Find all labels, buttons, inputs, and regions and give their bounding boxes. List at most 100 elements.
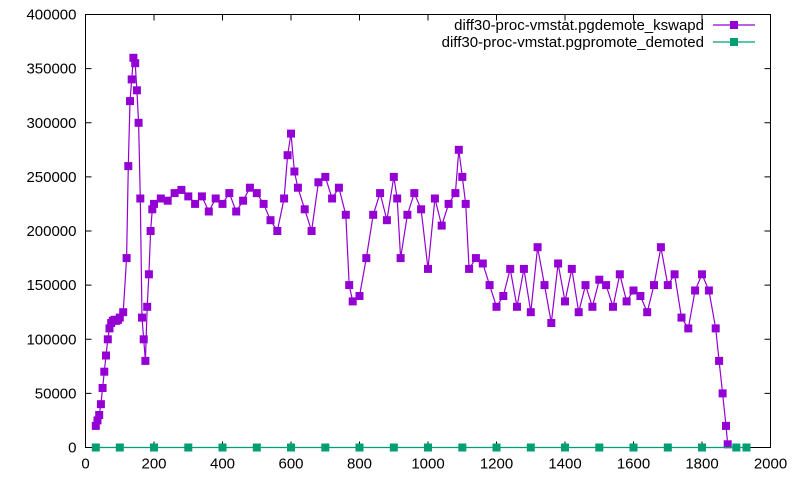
data-point — [629, 443, 638, 452]
legend: diff30-proc-vmstat.pgdemote_kswapddiff30… — [442, 17, 755, 51]
data-point — [150, 199, 158, 208]
y-axis-ticks: 0 50000 100000 150000 200000 250000 300000 3500… — [26, 7, 771, 457]
data-point — [138, 313, 146, 322]
data-point — [581, 281, 590, 290]
data-point — [280, 194, 289, 203]
data-point — [663, 281, 672, 290]
data-point — [430, 194, 439, 203]
data-point — [100, 367, 109, 376]
series-pgdemote-kswapd — [91, 53, 732, 449]
legend-label: diff30-proc-vmstat.pgpromote_demoted — [442, 34, 704, 51]
data-point — [704, 286, 713, 295]
data-point — [300, 205, 309, 214]
data-point — [144, 270, 153, 279]
data-point — [663, 443, 672, 452]
data-point — [156, 194, 165, 203]
data-point — [595, 443, 604, 452]
y-tick-label: 200000 — [26, 223, 76, 240]
data-point — [321, 172, 330, 181]
y-tick-label: 100000 — [26, 331, 76, 348]
data-point — [574, 308, 583, 317]
data-point — [461, 199, 470, 208]
legend-swatch-marker — [730, 21, 738, 29]
data-point — [650, 281, 658, 290]
data-point — [91, 443, 100, 452]
data-point — [595, 275, 604, 284]
data-point — [348, 297, 357, 306]
data-point — [146, 227, 155, 235]
data-point — [126, 97, 134, 106]
legend-label: diff30-proc-vmstat.pgdemote_kswapd — [454, 17, 704, 34]
data-point — [698, 270, 706, 279]
data-point — [102, 351, 110, 360]
data-point — [355, 292, 364, 300]
data-point — [718, 389, 727, 398]
data-point — [136, 194, 145, 203]
data-point — [252, 443, 261, 452]
data-point — [225, 189, 234, 198]
data-point — [211, 194, 220, 203]
data-point — [129, 53, 138, 62]
data-point — [131, 59, 140, 68]
y-tick-label: 300000 — [26, 115, 76, 132]
y-tick-label: 250000 — [26, 169, 76, 186]
data-point — [362, 254, 371, 263]
series-pgpromote-demoted — [91, 443, 751, 452]
data-point — [259, 199, 268, 208]
data-point — [458, 172, 467, 181]
x-tick-label: 600 — [278, 456, 303, 473]
data-point — [451, 189, 460, 198]
x-axis-ticks: 0 200 400 600 800 1000 1200 1400 1600 1800 2000 — [81, 14, 787, 473]
data-point — [293, 183, 302, 192]
data-point — [567, 264, 576, 273]
x-tick-label: 1200 — [480, 456, 513, 473]
data-point — [393, 194, 402, 203]
data-point — [684, 324, 693, 333]
data-point — [283, 151, 292, 160]
data-point — [622, 297, 631, 306]
data-point — [163, 196, 172, 205]
y-tick-label: 0 — [68, 440, 76, 457]
series-line — [95, 57, 729, 445]
data-point — [526, 308, 535, 317]
data-point — [307, 227, 316, 235]
data-point — [139, 335, 148, 344]
data-point — [465, 264, 474, 273]
data-point — [424, 443, 432, 452]
x-tick-label: 1600 — [617, 456, 650, 473]
data-point — [742, 443, 751, 452]
data-point — [103, 335, 112, 344]
data-point — [396, 254, 405, 263]
data-point — [95, 411, 104, 419]
data-point — [403, 210, 412, 219]
data-point — [132, 86, 141, 95]
data-point — [376, 189, 385, 198]
data-point — [141, 356, 150, 365]
data-point — [290, 167, 299, 176]
data-point — [636, 292, 645, 300]
data-point — [239, 196, 248, 205]
data-point — [266, 216, 275, 225]
data-point — [519, 264, 528, 273]
data-point — [670, 270, 679, 279]
data-point — [321, 443, 330, 452]
data-point — [424, 264, 432, 273]
data-point — [389, 443, 398, 452]
data-point — [341, 210, 350, 219]
data-point — [643, 308, 652, 317]
data-point — [287, 443, 295, 452]
data-point — [150, 443, 158, 452]
y-tick-label: 400000 — [26, 7, 76, 24]
data-point — [334, 183, 343, 192]
data-point — [471, 254, 480, 263]
data-point — [184, 192, 193, 201]
data-point — [732, 443, 741, 452]
data-point — [492, 302, 501, 311]
data-point — [91, 421, 100, 430]
data-point — [417, 205, 426, 214]
data-point — [711, 324, 720, 333]
data-point — [369, 210, 378, 219]
data-point — [561, 297, 569, 306]
data-point — [345, 281, 354, 290]
data-point — [170, 189, 179, 198]
